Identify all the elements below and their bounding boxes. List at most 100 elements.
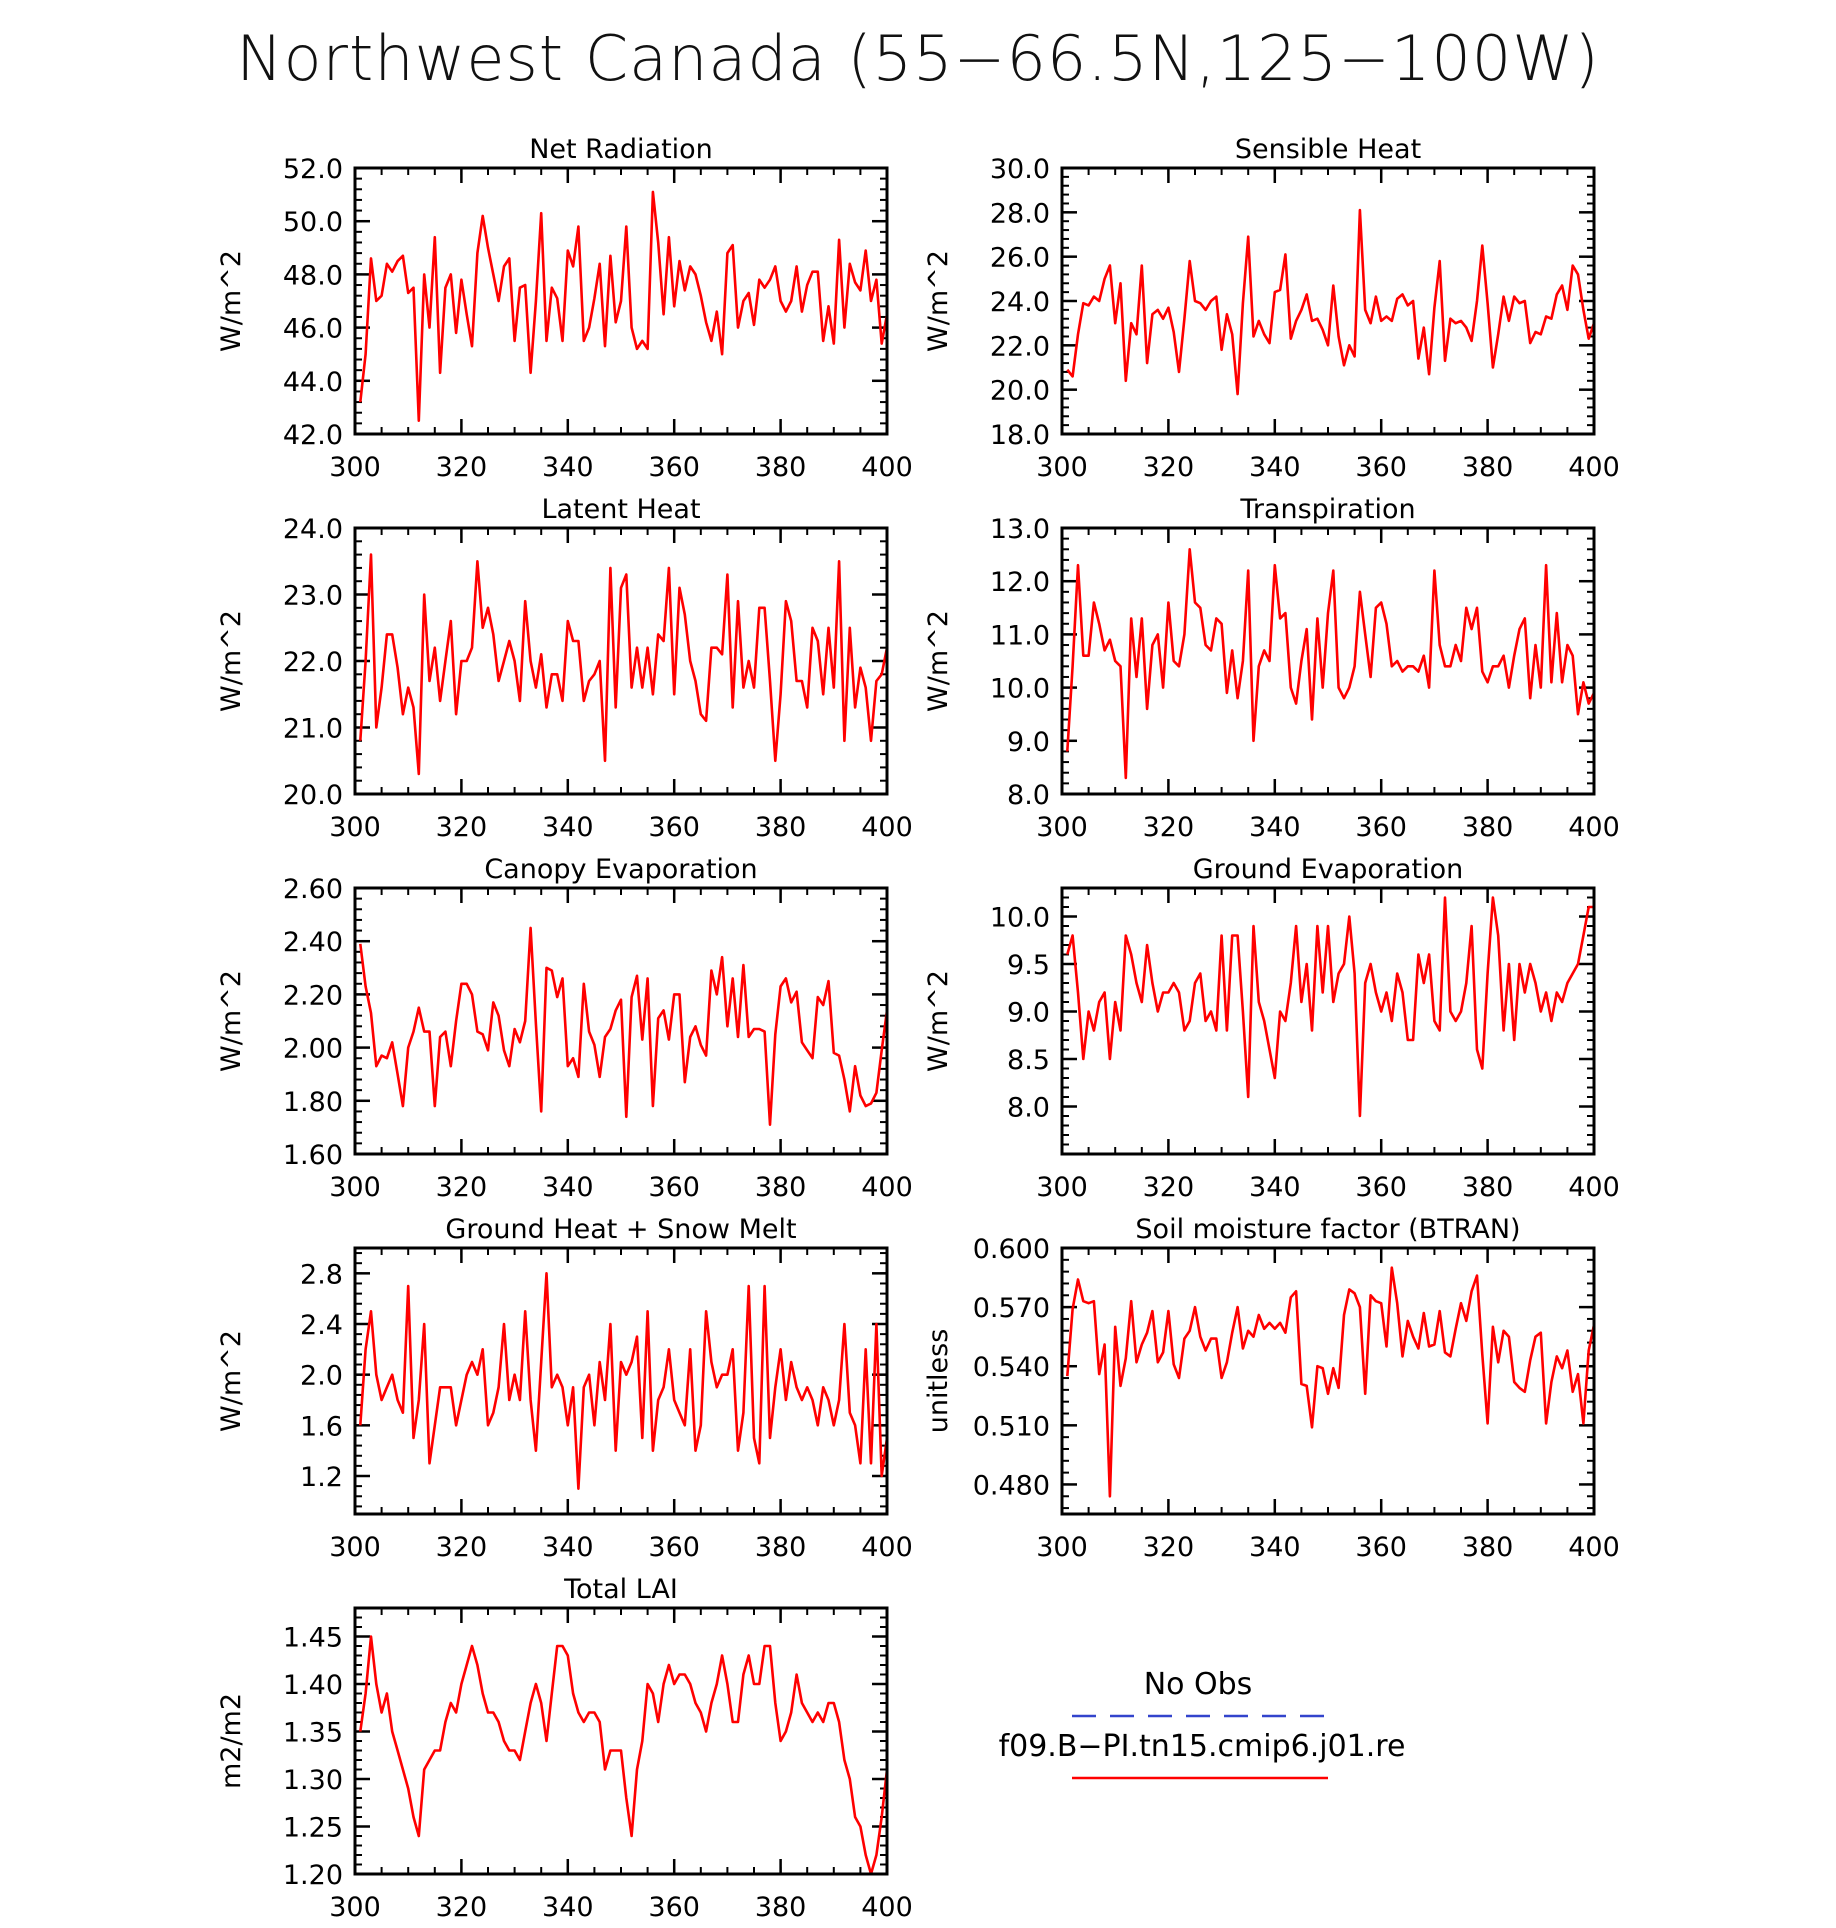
y-tick-label: 1.2 [300,1462,343,1493]
series-line [1066,896,1594,1118]
x-tick-label: 400 [1568,452,1620,483]
x-tick-label: 300 [329,1532,381,1563]
y-tick-label: 21.0 [283,714,343,745]
y-tick-label: 10.0 [990,903,1050,934]
x-tick-label: 380 [1462,452,1514,483]
x-tick-label: 340 [1249,1172,1301,1203]
x-tick-label: 380 [755,812,807,843]
x-tick-label: 320 [1143,452,1195,483]
chart-panel: Ground Heat + Snow Melt W/m^2 300 320 340 360… [216,1214,913,1563]
y-tick-label: 2.0 [300,1361,343,1392]
y-tick-label: 11.0 [990,620,1050,651]
x-tick-label: 380 [755,1172,807,1203]
series-line [359,553,889,776]
y-tick-label: 2.4 [300,1310,343,1341]
series-line [1066,208,1596,396]
x-tick-label: 380 [1462,1172,1514,1203]
series-line [359,926,889,1126]
y-tick-label: 0.540 [973,1352,1050,1383]
x-tick-label: 300 [329,1892,381,1923]
y-tick-label: 1.80 [283,1087,343,1118]
y-tick-label: 9.0 [1007,998,1050,1029]
y-tick-label: 2.00 [283,1034,343,1065]
legend-obs-label: No Obs [1144,1667,1253,1702]
y-tick-label: 2.60 [283,874,343,905]
y-tick-label: 1.35 [283,1718,343,1749]
plot-frame [1060,1246,1596,1516]
series-line [1066,1266,1596,1498]
y-tick-label: 12.0 [990,567,1050,598]
chart-panel: Soil moisture factor (BTRAN) unitless 300 3… [923,1214,1620,1563]
y-tick-label: 42.0 [283,420,343,451]
x-tick-label: 340 [1249,1532,1301,1563]
x-tick-label: 340 [1249,452,1301,483]
y-axis-label: W/m^2 [216,970,247,1072]
panel-title: Transpiration [1239,494,1415,525]
plot-frame [353,1606,889,1876]
x-tick-label: 400 [861,1172,913,1203]
y-tick-label: 48.0 [283,260,343,291]
x-tick-label: 400 [1568,1172,1620,1203]
x-tick-label: 380 [755,1892,807,1923]
y-axis-label: W/m^2 [923,610,954,712]
x-tick-label: 320 [1143,1172,1195,1203]
plot-frame [353,526,889,796]
chart-panel: Total LAI m2/m2 300 320 340 360 380 400 1.20 1.25… [216,1574,913,1923]
chart-panel: Ground Evaporation W/m^2 300 320 340 360 380 40… [923,854,1620,1203]
y-tick-label: 9.5 [1007,950,1050,981]
panel-title: Soil moisture factor (BTRAN) [1135,1214,1520,1245]
y-tick-label: 20.0 [283,780,343,811]
y-axis-label: W/m^2 [216,250,247,352]
y-axis-label: m2/m2 [216,1693,247,1789]
x-tick-label: 300 [329,1172,381,1203]
x-tick-label: 300 [1036,812,1088,843]
series-line [359,1272,889,1490]
y-tick-label: 8.5 [1007,1045,1050,1076]
plot-frame [353,1246,889,1516]
x-tick-label: 400 [861,1892,913,1923]
y-tick-label: 1.45 [283,1623,343,1654]
x-tick-label: 380 [755,452,807,483]
y-tick-label: 1.25 [283,1813,343,1844]
y-tick-label: 50.0 [283,207,343,238]
y-tick-label: 0.480 [973,1470,1050,1501]
plot-frame [353,166,889,436]
y-tick-label: 24.0 [990,287,1050,318]
x-tick-label: 320 [436,1532,488,1563]
y-tick-label: 0.600 [973,1234,1050,1265]
x-tick-label: 300 [1036,452,1088,483]
y-tick-label: 30.0 [990,154,1050,185]
x-tick-label: 400 [1568,812,1620,843]
legend: No Obs f09.B−PI.tn15.cmip6.j01.re [999,1667,1405,1780]
x-tick-label: 340 [542,1892,594,1923]
x-tick-label: 320 [1143,812,1195,843]
y-tick-label: 8.0 [1007,780,1050,811]
y-axis-label: W/m^2 [923,250,954,352]
chart-panel: Sensible Heat W/m^2 300 320 340 360 380 400 18.0… [923,134,1620,483]
panel-title: Total LAI [563,1574,678,1605]
series-line [359,190,889,423]
x-tick-label: 340 [542,812,594,843]
x-tick-label: 320 [436,1172,488,1203]
x-tick-label: 340 [542,1532,594,1563]
panel-title: Ground Evaporation [1193,854,1464,885]
series-line [1066,547,1596,780]
x-tick-label: 360 [1355,452,1407,483]
figure-title: Northwest Canada (55−66.5N,125−100W) [236,22,1600,95]
x-tick-label: 320 [436,1892,488,1923]
y-tick-label: 26.0 [990,243,1050,274]
x-tick-label: 340 [542,1172,594,1203]
y-tick-label: 46.0 [283,314,343,345]
x-tick-label: 300 [1036,1532,1088,1563]
chart-panel: Net Radiation W/m^2 300 320 340 360 380 400 42.0… [216,134,913,483]
x-tick-label: 380 [1462,1532,1514,1563]
x-tick-label: 360 [1355,1172,1407,1203]
y-tick-label: 20.0 [990,376,1050,407]
x-tick-label: 320 [1143,1532,1195,1563]
y-tick-label: 28.0 [990,198,1050,229]
panel-title: Net Radiation [529,134,713,165]
y-tick-label: 2.20 [283,980,343,1011]
plot-frame [1060,886,1596,1156]
